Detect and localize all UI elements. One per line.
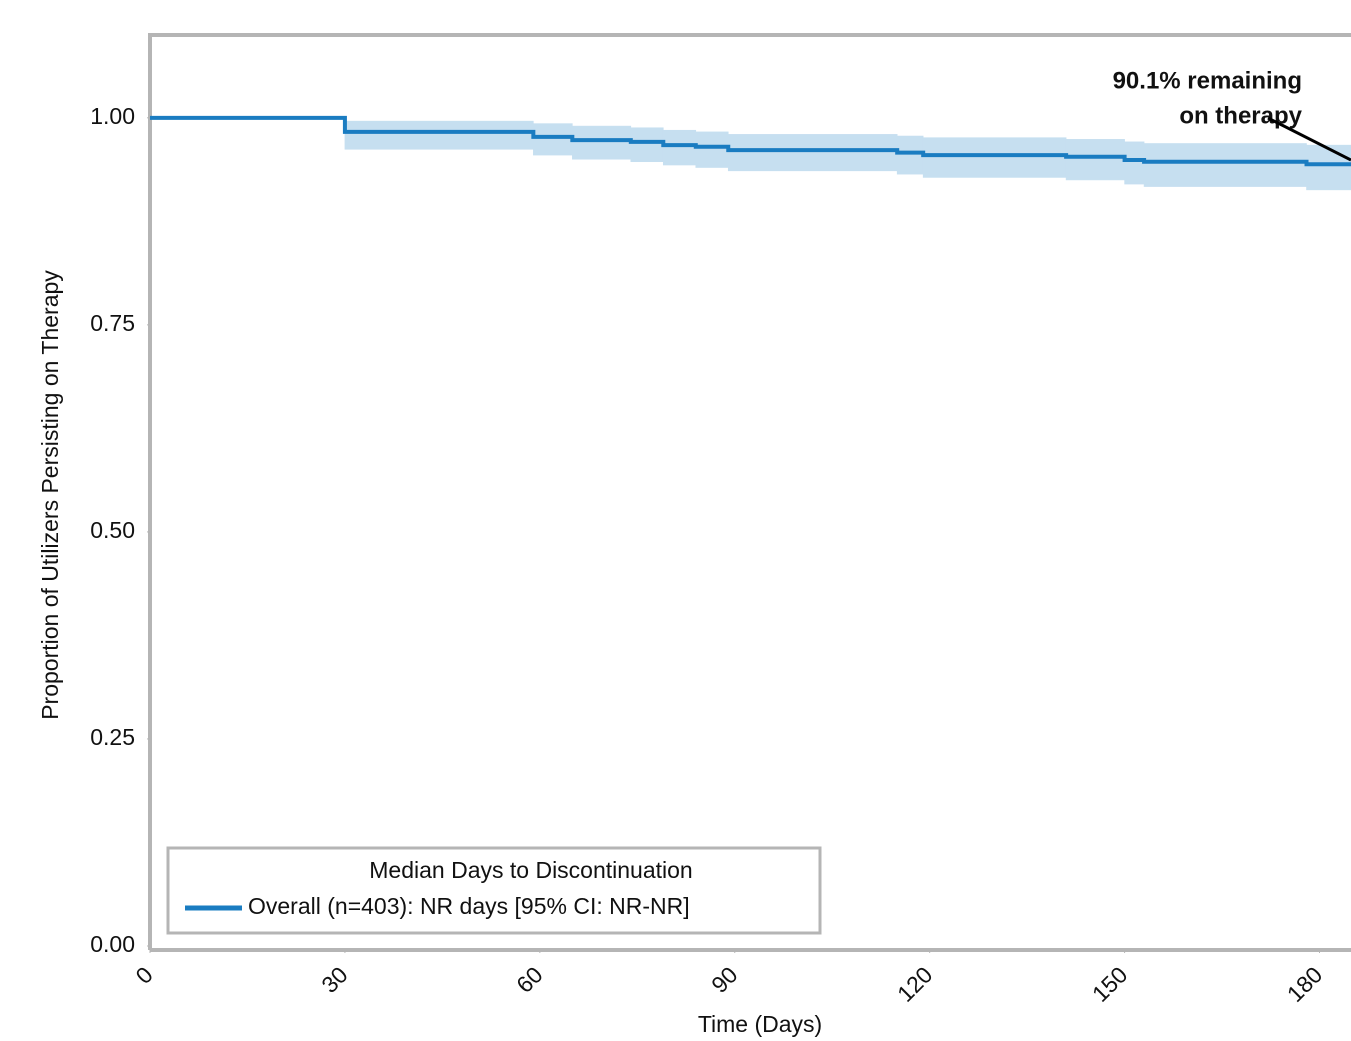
annotation-arrow — [1267, 116, 1351, 162]
ci-band — [727, 134, 898, 172]
x-tick-label: 30 — [316, 961, 352, 997]
y-tick-label: 0.50 — [90, 517, 135, 543]
legend-box — [166, 846, 822, 935]
y-tick-label: 0.25 — [90, 724, 135, 750]
x-axis-label: Time (Days) — [698, 1011, 822, 1037]
ci-band — [630, 127, 664, 163]
x-tick-label: 0 — [130, 961, 157, 988]
ci-band — [896, 135, 924, 175]
ci-band — [922, 137, 1067, 178]
y-tick-label: 1.00 — [90, 103, 135, 129]
ci-band — [572, 125, 632, 160]
y-tick-label: 0.00 — [90, 931, 135, 957]
legend-title: Median Days to Discontinuation — [369, 857, 692, 883]
x-tick-label: 180 — [1282, 961, 1328, 1007]
legend-label: Overall (n=403): NR days [95% CI: NR-NR] — [248, 893, 690, 919]
ci-band — [1124, 141, 1145, 185]
y-tick-label: 0.75 — [90, 310, 135, 336]
plot-frame — [148, 33, 1351, 952]
ci-band — [695, 131, 729, 168]
x-tick-label: 90 — [706, 961, 742, 997]
x-tick-label: 150 — [1087, 961, 1133, 1007]
survival-line — [150, 115, 1351, 167]
x-tick-label: 60 — [511, 961, 547, 997]
ci-band — [662, 129, 697, 166]
ci-band — [1065, 139, 1125, 181]
annotation: 90.1% remaining — [1113, 67, 1302, 94]
y-axis-label: Proportion of Utilizers Persisting on Th… — [37, 270, 63, 720]
ci-band — [1306, 144, 1351, 191]
ci-band — [1143, 143, 1307, 187]
x-tick-label: 120 — [892, 961, 938, 1007]
ci-band — [533, 123, 573, 156]
ci-band — [344, 120, 534, 150]
